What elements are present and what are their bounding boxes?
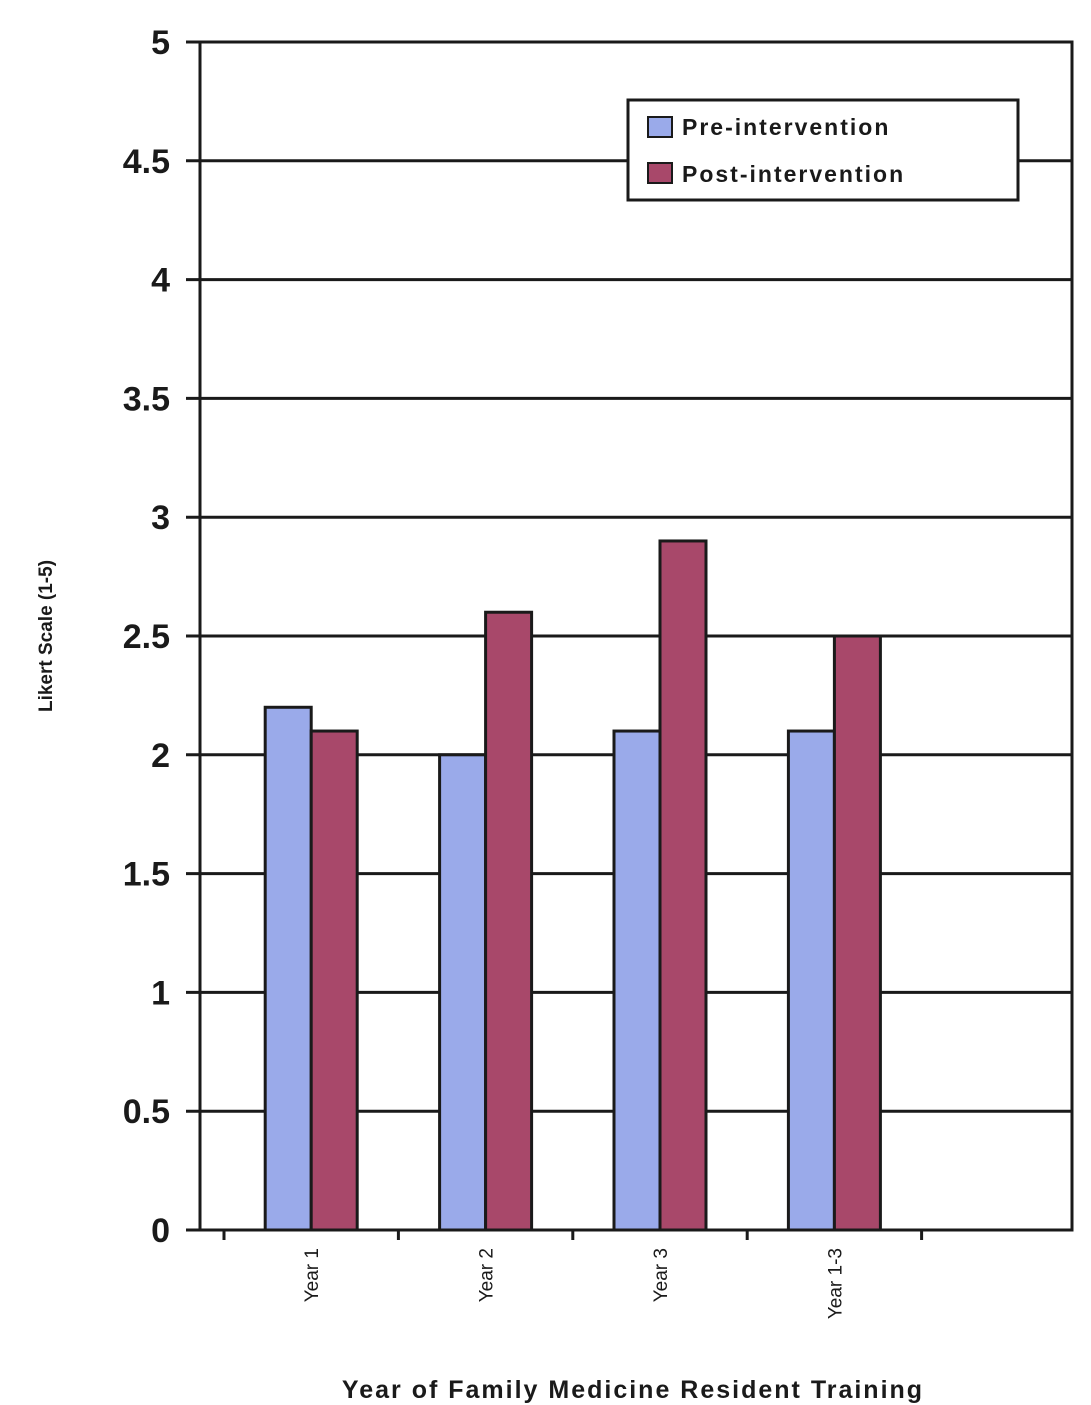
- legend: Pre-intervention Post-intervention: [626, 98, 1020, 202]
- x-category-label: Year 1-3: [825, 1248, 846, 1319]
- y-tick-label: 2.5: [123, 618, 170, 656]
- post-bar-year-2: [484, 610, 534, 1232]
- x-category-label: Year 3: [651, 1248, 672, 1302]
- y-tick-label: 2: [151, 737, 170, 775]
- legend-label-pre: Pre-intervention: [682, 114, 890, 140]
- pre-bar-year-2: [438, 753, 488, 1232]
- pre-bar-year-1-3: [786, 729, 836, 1232]
- y-tick-label: 1.5: [123, 856, 170, 894]
- y-tick-label: 0: [151, 1212, 170, 1250]
- y-tick-label: 3.5: [123, 380, 170, 418]
- y-tick-label: 4.5: [123, 143, 170, 181]
- legend-swatch-post: [647, 162, 673, 184]
- pre-bar-year-1: [263, 705, 313, 1232]
- post-bar-year-1: [309, 729, 359, 1232]
- y-tick-label: 0.5: [123, 1093, 170, 1131]
- post-bar-year-1-3: [832, 634, 882, 1232]
- y-tick-label: 4: [151, 262, 170, 300]
- y-tick-label: 5: [151, 24, 170, 62]
- post-bar-year-3: [658, 539, 708, 1232]
- pre-bar-year-3: [612, 729, 662, 1232]
- y-axis-ticks: 0 0.5 1 1.5 2 2.5 3 3.5 4 4.5 5: [123, 24, 170, 1250]
- y-tick-label: 1: [151, 974, 170, 1012]
- x-axis-categories: Year 1 Year 2 Year 3 Year 1-3: [222, 1230, 924, 1319]
- y-tick-label: 3: [151, 499, 170, 537]
- x-category-label: Year 2: [477, 1248, 498, 1302]
- legend-swatch-pre: [647, 116, 673, 138]
- legend-box: [626, 98, 1020, 202]
- legend-label-post: Post-intervention: [682, 161, 905, 187]
- y-axis-label: Likert Scale (1-5): [36, 560, 57, 712]
- x-axis-label: Year of Family Medicine Resident Trainin…: [342, 1376, 924, 1404]
- bars: [263, 539, 882, 1232]
- x-category-label: Year 1: [302, 1248, 323, 1302]
